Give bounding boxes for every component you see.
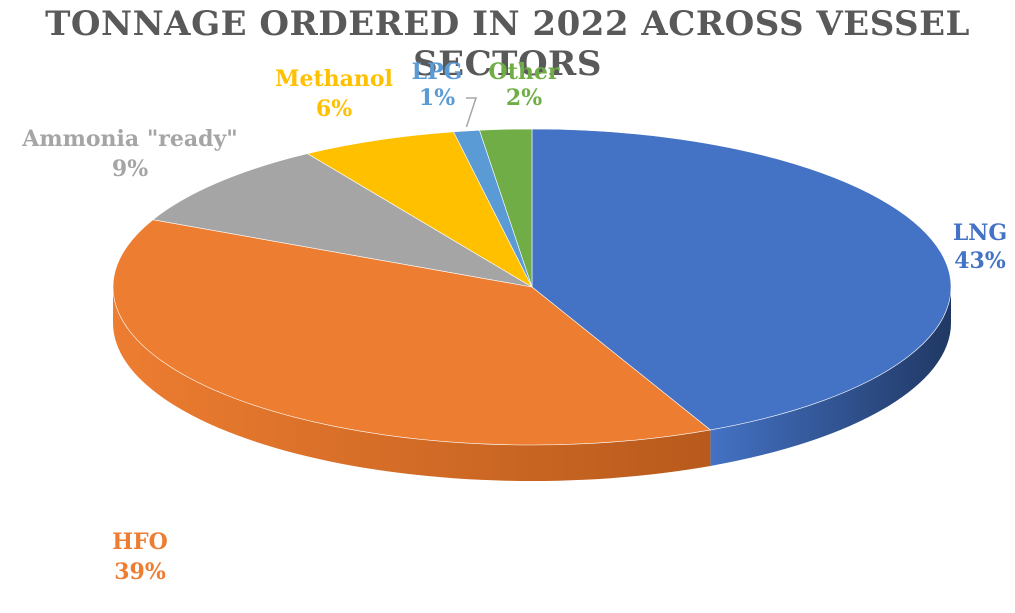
- data-label-value: 39%: [114, 559, 166, 585]
- data-label-methanol: Methanol 6%: [275, 66, 393, 122]
- pie-slice-lng: [531, 128, 952, 431]
- pie-side-hfo: [113, 287, 711, 482]
- data-label-value: 1%: [419, 85, 455, 111]
- data-label-name: LNG: [953, 220, 1007, 246]
- pie-slice-hfo: [112, 219, 712, 446]
- data-label-ammonia-ready: Ammonia "ready" 9%: [21, 126, 238, 182]
- data-label-lng: LNG 43%: [953, 220, 1007, 274]
- chart-title: TONNAGE ORDERED IN 2022 ACROSS VESSEL SE…: [45, 4, 970, 84]
- data-label-hfo: HFO 39%: [112, 529, 168, 585]
- pie-slice-methanol: [306, 131, 533, 288]
- data-label-value: 6%: [316, 96, 352, 122]
- pie-slice-ammonia-ready: [152, 153, 533, 288]
- data-label-value: 9%: [112, 156, 148, 182]
- data-label-value: 43%: [954, 248, 1006, 274]
- leader-line-lpg: [465, 97, 478, 128]
- pie-slice-other: [479, 128, 533, 288]
- data-label-value: 2%: [506, 85, 542, 111]
- pie-side-lng: [710, 287, 951, 466]
- data-label-name: Ammonia "ready": [21, 126, 238, 152]
- data-label-name: LPG: [412, 59, 463, 85]
- data-label-name: Methanol: [275, 66, 393, 92]
- data-label-name: Other: [489, 59, 560, 85]
- data-label-other: Other 2%: [489, 59, 560, 111]
- data-label-lpg: LPG 1%: [412, 59, 463, 111]
- data-label-name: HFO: [112, 529, 168, 555]
